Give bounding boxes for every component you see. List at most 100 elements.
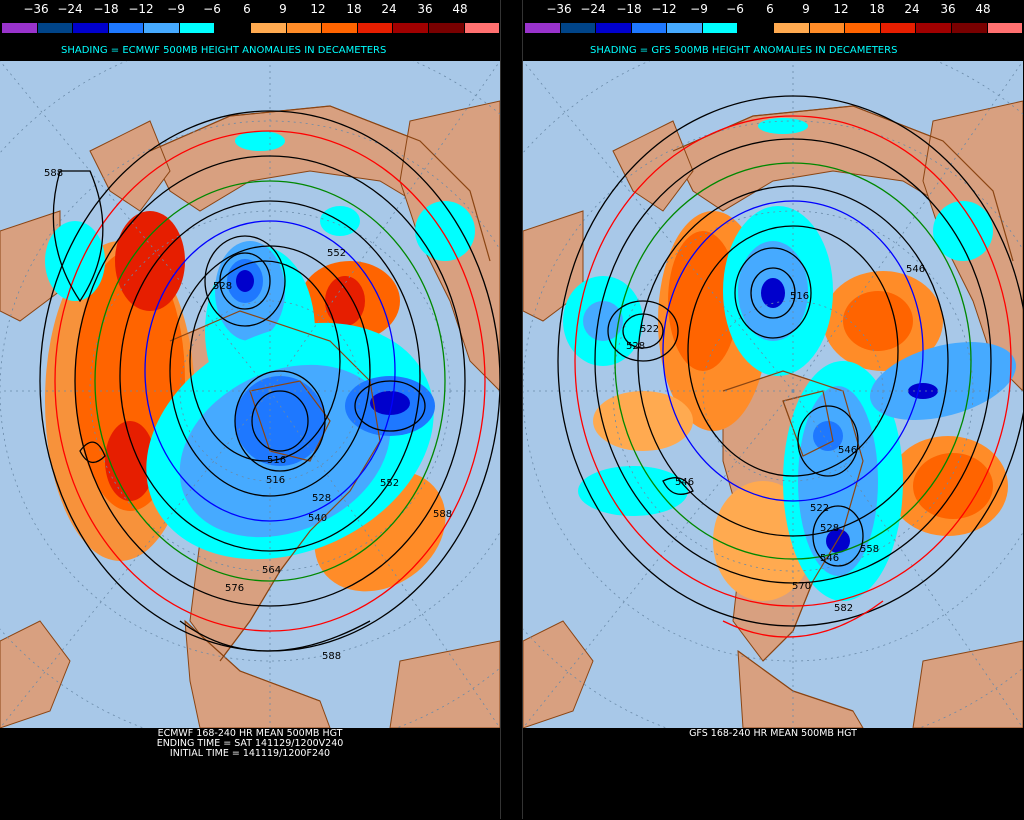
scale-swatch bbox=[286, 23, 323, 33]
contour-label: 552 bbox=[380, 478, 399, 489]
scale-swatch bbox=[322, 23, 358, 33]
ecmwf-map: 588 528 552 516 528 540 564 576 552 588 … bbox=[0, 61, 500, 728]
scale-label: −18 bbox=[616, 2, 642, 16]
height-contours bbox=[557, 95, 1023, 638]
scale-swatch bbox=[37, 23, 74, 33]
contour-label: 588 bbox=[322, 651, 341, 662]
scale-swatch bbox=[596, 23, 632, 33]
scale-swatch bbox=[702, 23, 739, 33]
contour-label: 516 bbox=[267, 455, 286, 466]
contour-label: 522 bbox=[640, 324, 659, 335]
scale-swatch bbox=[845, 23, 881, 33]
scale-label: 18 bbox=[869, 2, 885, 16]
scale-swatch bbox=[73, 23, 109, 33]
contour-labels: 588 528 552 516 528 540 564 576 552 588 … bbox=[44, 168, 452, 662]
gfs-map: 546 522 528 546 522 528 546 570 582 558 … bbox=[523, 61, 1023, 728]
scale-label: 24 bbox=[381, 2, 397, 16]
gfs-footer: GFS 168-240 HR MEAN 500MB HGT bbox=[523, 728, 1023, 820]
contour-label: 546 bbox=[675, 477, 694, 488]
scale-label: 12 bbox=[310, 2, 326, 16]
color-scale-bar bbox=[525, 23, 1024, 33]
scale-swatch bbox=[631, 23, 668, 33]
panel-divider bbox=[500, 0, 523, 819]
contour-label: 588 bbox=[44, 168, 63, 179]
scale-swatch bbox=[428, 23, 465, 33]
contour-label: 522 bbox=[810, 503, 829, 514]
scale-label: 36 bbox=[417, 2, 433, 16]
scale-swatch bbox=[2, 23, 38, 33]
divider-line bbox=[522, 0, 523, 819]
color-scale-bar bbox=[2, 23, 501, 33]
scale-label: 12 bbox=[833, 2, 849, 16]
contour-label: 546 bbox=[838, 445, 857, 456]
footer-initial-time: INITIAL TIME = 141119/1200F240 bbox=[169, 748, 331, 759]
contour-label: 540 bbox=[308, 513, 327, 524]
scale-swatch bbox=[809, 23, 846, 33]
scale-swatch bbox=[393, 23, 429, 33]
scale-label: −24 bbox=[57, 2, 83, 16]
scale-label: −18 bbox=[93, 2, 119, 16]
contour-label: 552 bbox=[327, 248, 346, 259]
contour-label: 588 bbox=[433, 509, 452, 520]
contour-label: 546 bbox=[820, 553, 839, 564]
scale-swatch bbox=[179, 23, 216, 33]
scale-label: 9 bbox=[802, 2, 810, 16]
shading-caption: SHADING = GFS 500MB HEIGHT ANOMALIES IN … bbox=[590, 45, 898, 56]
scale-label: −36 bbox=[23, 2, 49, 16]
scale-swatch bbox=[525, 23, 561, 33]
footer-model-line: GFS 168-240 HR MEAN 500MB HGT bbox=[689, 728, 857, 739]
scale-label: −6 bbox=[203, 2, 221, 16]
color-scale-labels: −36 −24 −18 −12 −9 −6 6 9 12 18 24 36 48 bbox=[0, 2, 500, 16]
contour-label: 516 bbox=[266, 475, 285, 486]
scale-label: −12 bbox=[128, 2, 154, 16]
contour-label: 516 bbox=[790, 291, 809, 302]
contour-label: 528 bbox=[626, 341, 645, 352]
contour-label: 564 bbox=[262, 565, 281, 576]
scale-swatch bbox=[916, 23, 952, 33]
scale-label: 6 bbox=[766, 2, 774, 16]
divider-line bbox=[500, 0, 501, 819]
scale-label: 18 bbox=[346, 2, 362, 16]
scale-swatch bbox=[667, 23, 703, 33]
scale-swatch bbox=[560, 23, 597, 33]
scale-swatch bbox=[774, 23, 810, 33]
scale-label: 48 bbox=[975, 2, 991, 16]
scale-label: 48 bbox=[452, 2, 468, 16]
lat-lon-grid bbox=[0, 61, 500, 728]
scale-swatch bbox=[987, 23, 1024, 33]
scale-swatch bbox=[738, 23, 775, 33]
contour-label: 576 bbox=[225, 583, 244, 594]
contour-label: 546 bbox=[906, 264, 925, 275]
shading-caption: SHADING = ECMWF 500MB HEIGHT ANOMALIES I… bbox=[61, 45, 387, 56]
gfs-panel: −36 −24 −18 −12 −9 −6 6 9 12 18 24 36 48… bbox=[523, 0, 1024, 820]
scale-swatch bbox=[144, 23, 180, 33]
scale-label: −6 bbox=[726, 2, 744, 16]
color-scale-labels: −36 −24 −18 −12 −9 −6 6 9 12 18 24 36 48 bbox=[523, 2, 1023, 16]
scale-swatch bbox=[215, 23, 252, 33]
contour-label: 570 bbox=[792, 581, 811, 592]
scale-swatch bbox=[880, 23, 917, 33]
scale-swatch bbox=[108, 23, 145, 33]
scale-label: 6 bbox=[243, 2, 251, 16]
scale-label: 24 bbox=[904, 2, 920, 16]
coastlines bbox=[149, 105, 491, 702]
scale-label: 9 bbox=[279, 2, 287, 16]
footer-model-line: ECMWF 168-240 HR MEAN 500MB HGT bbox=[157, 728, 343, 739]
contour-label: 582 bbox=[834, 603, 853, 614]
contour-label: 528 bbox=[820, 523, 839, 534]
scale-label: −12 bbox=[651, 2, 677, 16]
footer-ending-time: ENDING TIME = SAT 141129/1200V240 bbox=[156, 738, 344, 749]
scale-swatch bbox=[464, 23, 501, 33]
contour-label: 528 bbox=[213, 281, 232, 292]
scale-label: −9 bbox=[690, 2, 708, 16]
gfs-map-svg: 546 522 528 546 522 528 546 570 582 558 … bbox=[523, 61, 1023, 728]
contour-labels: 546 522 528 546 522 528 546 570 582 558 … bbox=[626, 264, 925, 614]
scale-swatch bbox=[251, 23, 287, 33]
scale-label: −36 bbox=[546, 2, 572, 16]
scale-label: −24 bbox=[580, 2, 606, 16]
ecmwf-panel: −36 −24 −18 −12 −9 −6 6 9 12 18 24 36 48… bbox=[0, 0, 501, 820]
contour-label: 528 bbox=[312, 493, 331, 504]
ecmwf-map-svg: 588 528 552 516 528 540 564 576 552 588 … bbox=[0, 61, 500, 728]
ecmwf-footer: ECMWF 168-240 HR MEAN 500MB HGT ENDING T… bbox=[0, 728, 500, 820]
scale-label: 36 bbox=[940, 2, 956, 16]
